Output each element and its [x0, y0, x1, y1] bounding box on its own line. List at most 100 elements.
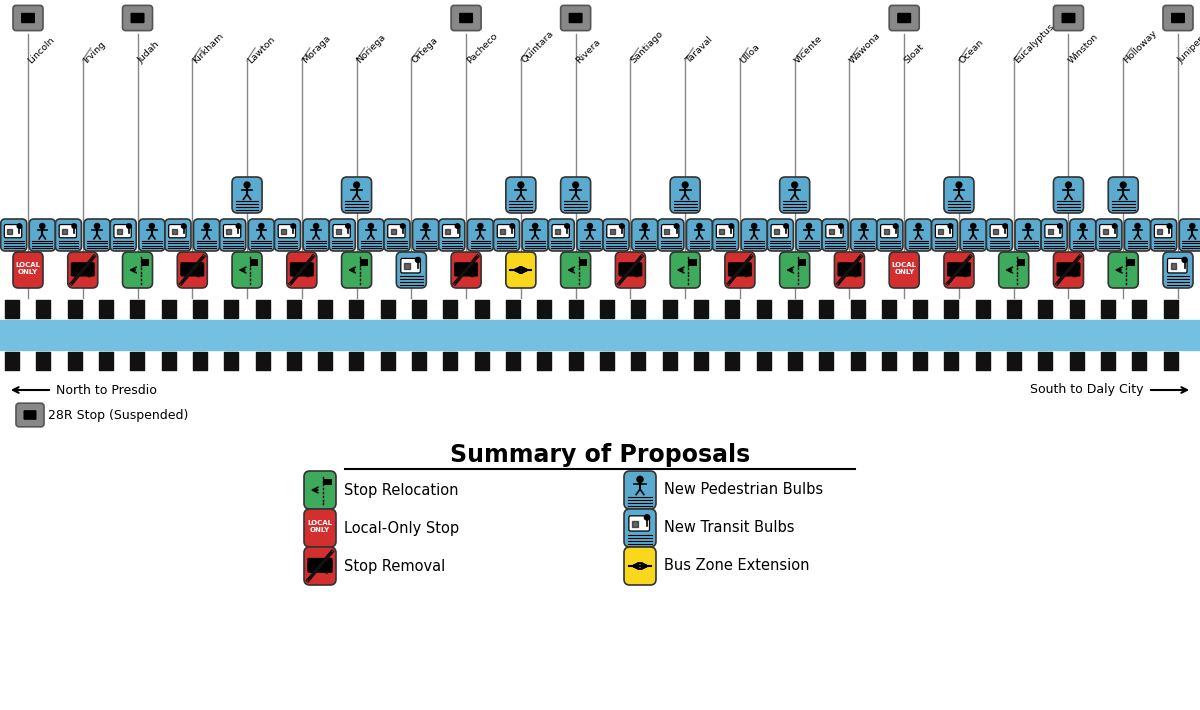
Circle shape — [674, 224, 679, 229]
Circle shape — [619, 224, 624, 229]
Circle shape — [40, 224, 44, 229]
Circle shape — [354, 182, 360, 188]
FancyBboxPatch shape — [658, 219, 684, 251]
Circle shape — [862, 224, 866, 229]
Circle shape — [635, 273, 638, 277]
Text: Bus Zone Extension: Bus Zone Extension — [664, 559, 810, 574]
FancyBboxPatch shape — [1109, 177, 1139, 213]
Circle shape — [368, 224, 373, 229]
FancyBboxPatch shape — [1099, 224, 1117, 238]
Circle shape — [623, 273, 625, 277]
FancyBboxPatch shape — [1015, 219, 1042, 251]
Circle shape — [952, 273, 954, 277]
FancyBboxPatch shape — [906, 219, 931, 251]
Circle shape — [181, 224, 186, 229]
Circle shape — [17, 224, 22, 229]
Text: South to Daly City: South to Daly City — [1031, 383, 1144, 396]
FancyBboxPatch shape — [139, 219, 164, 251]
FancyBboxPatch shape — [607, 224, 624, 238]
FancyBboxPatch shape — [114, 224, 131, 238]
Circle shape — [792, 182, 798, 188]
FancyBboxPatch shape — [223, 224, 241, 238]
FancyBboxPatch shape — [506, 252, 536, 288]
Text: LOCAL
ONLY: LOCAL ONLY — [892, 262, 917, 275]
Text: North to Presdio: North to Presdio — [56, 383, 157, 396]
Circle shape — [1189, 224, 1195, 229]
FancyBboxPatch shape — [84, 219, 110, 251]
FancyBboxPatch shape — [304, 509, 336, 547]
FancyBboxPatch shape — [1163, 252, 1193, 288]
FancyBboxPatch shape — [931, 219, 958, 251]
Circle shape — [839, 224, 844, 229]
FancyBboxPatch shape — [1062, 13, 1075, 23]
FancyBboxPatch shape — [552, 224, 569, 238]
Circle shape — [587, 224, 593, 229]
FancyBboxPatch shape — [624, 509, 656, 547]
FancyBboxPatch shape — [780, 177, 810, 213]
FancyBboxPatch shape — [13, 252, 43, 288]
Text: Ocean: Ocean — [958, 37, 985, 65]
FancyBboxPatch shape — [323, 479, 332, 486]
Circle shape — [644, 515, 649, 520]
Circle shape — [313, 224, 319, 229]
FancyBboxPatch shape — [1168, 258, 1187, 273]
FancyBboxPatch shape — [670, 252, 700, 288]
Text: Stop Removal: Stop Removal — [344, 559, 445, 574]
Text: Sloat: Sloat — [902, 42, 926, 65]
FancyBboxPatch shape — [947, 262, 971, 276]
Circle shape — [565, 224, 569, 229]
Text: Juniperro Serra: Juniperro Serra — [1177, 9, 1200, 65]
FancyBboxPatch shape — [342, 177, 372, 213]
Text: Taraval: Taraval — [684, 35, 714, 65]
FancyBboxPatch shape — [451, 6, 481, 31]
FancyBboxPatch shape — [16, 403, 44, 427]
Circle shape — [1057, 224, 1062, 229]
FancyBboxPatch shape — [467, 219, 493, 251]
FancyBboxPatch shape — [1154, 224, 1171, 238]
FancyBboxPatch shape — [767, 219, 793, 251]
FancyBboxPatch shape — [460, 13, 473, 23]
FancyBboxPatch shape — [960, 219, 986, 251]
Text: Ortega: Ortega — [410, 36, 439, 65]
Text: 28R Stop (Suspended): 28R Stop (Suspended) — [48, 408, 188, 422]
FancyBboxPatch shape — [329, 219, 355, 251]
Circle shape — [149, 224, 155, 229]
FancyBboxPatch shape — [686, 219, 713, 251]
FancyBboxPatch shape — [624, 547, 656, 585]
Text: New Transit Bulbs: New Transit Bulbs — [664, 520, 794, 535]
Circle shape — [1135, 224, 1140, 229]
FancyBboxPatch shape — [360, 259, 368, 266]
FancyBboxPatch shape — [560, 177, 590, 213]
FancyBboxPatch shape — [250, 259, 258, 266]
FancyBboxPatch shape — [889, 252, 919, 288]
FancyBboxPatch shape — [851, 219, 877, 251]
Circle shape — [325, 569, 329, 573]
Circle shape — [346, 224, 350, 229]
FancyBboxPatch shape — [13, 6, 43, 31]
Text: Local-Only Stop: Local-Only Stop — [344, 520, 460, 535]
FancyBboxPatch shape — [248, 219, 275, 251]
Circle shape — [197, 273, 200, 277]
Text: Moraga: Moraga — [300, 33, 332, 65]
FancyBboxPatch shape — [986, 219, 1013, 251]
FancyBboxPatch shape — [110, 219, 137, 251]
FancyBboxPatch shape — [1180, 219, 1200, 251]
FancyBboxPatch shape — [439, 219, 464, 251]
FancyBboxPatch shape — [443, 224, 460, 238]
Circle shape — [1066, 182, 1072, 188]
FancyBboxPatch shape — [304, 471, 336, 509]
Circle shape — [1168, 224, 1171, 229]
Text: Kirkham: Kirkham — [191, 31, 226, 65]
FancyBboxPatch shape — [889, 6, 919, 31]
FancyBboxPatch shape — [631, 219, 658, 251]
Circle shape — [751, 224, 757, 229]
Circle shape — [1003, 224, 1007, 229]
Circle shape — [458, 273, 462, 277]
FancyBboxPatch shape — [624, 471, 656, 509]
FancyBboxPatch shape — [332, 224, 350, 238]
FancyBboxPatch shape — [5, 224, 22, 238]
FancyBboxPatch shape — [71, 262, 95, 276]
FancyBboxPatch shape — [493, 219, 520, 251]
Circle shape — [806, 224, 811, 229]
Text: Irving: Irving — [82, 40, 107, 65]
